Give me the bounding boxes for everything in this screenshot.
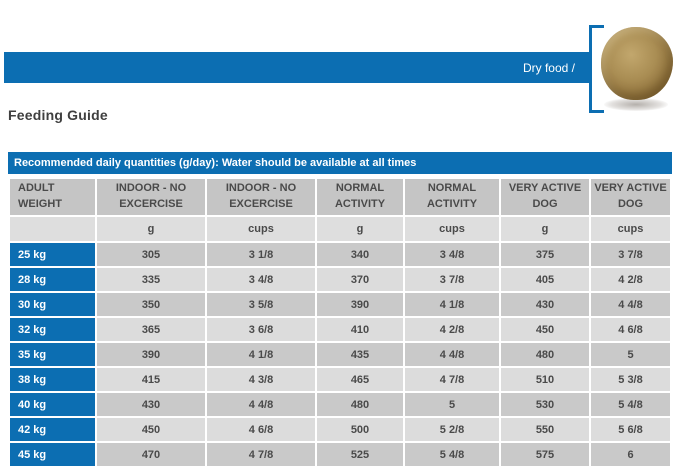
weight-cell: 35 kg xyxy=(10,343,95,366)
value-cell: 430 xyxy=(97,393,205,416)
value-cell: 465 xyxy=(317,368,403,391)
value-cell: 450 xyxy=(501,318,589,341)
feeding-guide-table: Recommended daily quantities (g/day): Wa… xyxy=(8,152,672,468)
value-cell: 305 xyxy=(97,243,205,266)
kibble-shadow xyxy=(604,98,668,111)
value-cell: 4 1/8 xyxy=(207,343,315,366)
weight-cell: 30 kg xyxy=(10,293,95,316)
value-cell: 375 xyxy=(501,243,589,266)
value-cell: 390 xyxy=(97,343,205,366)
value-cell: 5 xyxy=(405,393,499,416)
value-cell: 470 xyxy=(97,443,205,466)
unit-header: g xyxy=(501,217,589,241)
value-cell: 6 xyxy=(591,443,670,466)
unit-header: cups xyxy=(591,217,670,241)
value-cell: 3 7/8 xyxy=(405,268,499,291)
value-cell: 3 4/8 xyxy=(207,268,315,291)
weight-cell: 42 kg xyxy=(10,418,95,441)
value-cell: 4 1/8 xyxy=(405,293,499,316)
table-row: 28 kg 335 3 4/8 370 3 7/8 405 4 2/8 xyxy=(10,268,670,291)
column-header: NORMAL ACTIVITY xyxy=(317,179,403,215)
value-cell: 550 xyxy=(501,418,589,441)
value-cell: 5 3/8 xyxy=(591,368,670,391)
table-row: 30 kg 350 3 5/8 390 4 1/8 430 4 4/8 xyxy=(10,293,670,316)
page-title: Feeding Guide xyxy=(8,107,108,123)
value-cell: 5 xyxy=(591,343,670,366)
value-cell: 4 7/8 xyxy=(207,443,315,466)
unit-header: cups xyxy=(405,217,499,241)
value-cell: 4 6/8 xyxy=(591,318,670,341)
adult-weight-header: ADULT WEIGHT xyxy=(10,179,95,215)
value-cell: 3 6/8 xyxy=(207,318,315,341)
value-cell: 390 xyxy=(317,293,403,316)
table-row: 40 kg 430 4 4/8 480 5 530 5 4/8 xyxy=(10,393,670,416)
value-cell: 335 xyxy=(97,268,205,291)
value-cell: 500 xyxy=(317,418,403,441)
value-cell: 4 3/8 xyxy=(207,368,315,391)
value-cell: 4 6/8 xyxy=(207,418,315,441)
column-header: VERY ACTIVE DOG xyxy=(501,179,589,215)
unit-header: cups xyxy=(207,217,315,241)
value-cell: 415 xyxy=(97,368,205,391)
weight-cell: 45 kg xyxy=(10,443,95,466)
column-header: INDOOR - NO EXCERCISE xyxy=(207,179,315,215)
weight-cell: 28 kg xyxy=(10,268,95,291)
table-row: 38 kg 415 4 3/8 465 4 7/8 510 5 3/8 xyxy=(10,368,670,391)
weight-cell: 40 kg xyxy=(10,393,95,416)
value-cell: 435 xyxy=(317,343,403,366)
value-cell: 5 6/8 xyxy=(591,418,670,441)
value-cell: 340 xyxy=(317,243,403,266)
column-header-row: ADULT WEIGHT INDOOR - NO EXCERCISE INDOO… xyxy=(10,179,670,215)
bracket-icon xyxy=(589,25,604,113)
banner-label: Dry food / xyxy=(522,60,575,75)
dry-food-banner: Dry food / xyxy=(4,52,589,83)
value-cell: 4 4/8 xyxy=(591,293,670,316)
value-cell: 410 xyxy=(317,318,403,341)
value-cell: 480 xyxy=(501,343,589,366)
unit-header: g xyxy=(97,217,205,241)
column-header: VERY ACTIVE DOG xyxy=(591,179,670,215)
value-cell: 5 4/8 xyxy=(405,443,499,466)
value-cell: 4 2/8 xyxy=(405,318,499,341)
value-cell: 510 xyxy=(501,368,589,391)
weight-cell: 38 kg xyxy=(10,368,95,391)
unit-header-blank xyxy=(10,217,95,241)
table-row: 42 kg 450 4 6/8 500 5 2/8 550 5 6/8 xyxy=(10,418,670,441)
value-cell: 365 xyxy=(97,318,205,341)
value-cell: 450 xyxy=(97,418,205,441)
value-cell: 5 2/8 xyxy=(405,418,499,441)
table-title-bar: Recommended daily quantities (g/day): Wa… xyxy=(8,152,672,174)
value-cell: 530 xyxy=(501,393,589,416)
column-header: INDOOR - NO EXCERCISE xyxy=(97,179,205,215)
value-cell: 5 4/8 xyxy=(591,393,670,416)
value-cell: 3 1/8 xyxy=(207,243,315,266)
value-cell: 3 4/8 xyxy=(405,243,499,266)
value-cell: 370 xyxy=(317,268,403,291)
table-row: 32 kg 365 3 6/8 410 4 2/8 450 4 6/8 xyxy=(10,318,670,341)
value-cell: 575 xyxy=(501,443,589,466)
table-row: 35 kg 390 4 1/8 435 4 4/8 480 5 xyxy=(10,343,670,366)
weight-cell: 32 kg xyxy=(10,318,95,341)
value-cell: 4 4/8 xyxy=(207,393,315,416)
table-row: 25 kg 305 3 1/8 340 3 4/8 375 3 7/8 xyxy=(10,243,670,266)
value-cell: 3 7/8 xyxy=(591,243,670,266)
value-cell: 525 xyxy=(317,443,403,466)
value-cell: 480 xyxy=(317,393,403,416)
value-cell: 430 xyxy=(501,293,589,316)
table-row: 45 kg 470 4 7/8 525 5 4/8 575 6 xyxy=(10,443,670,466)
column-header: NORMAL ACTIVITY xyxy=(405,179,499,215)
value-cell: 4 2/8 xyxy=(591,268,670,291)
value-cell: 4 4/8 xyxy=(405,343,499,366)
value-cell: 350 xyxy=(97,293,205,316)
value-cell: 405 xyxy=(501,268,589,291)
unit-header: g xyxy=(317,217,403,241)
value-cell: 3 5/8 xyxy=(207,293,315,316)
unit-header-row: g cups g cups g cups xyxy=(10,217,670,241)
weight-cell: 25 kg xyxy=(10,243,95,266)
value-cell: 4 7/8 xyxy=(405,368,499,391)
kibble-icon xyxy=(601,27,673,100)
